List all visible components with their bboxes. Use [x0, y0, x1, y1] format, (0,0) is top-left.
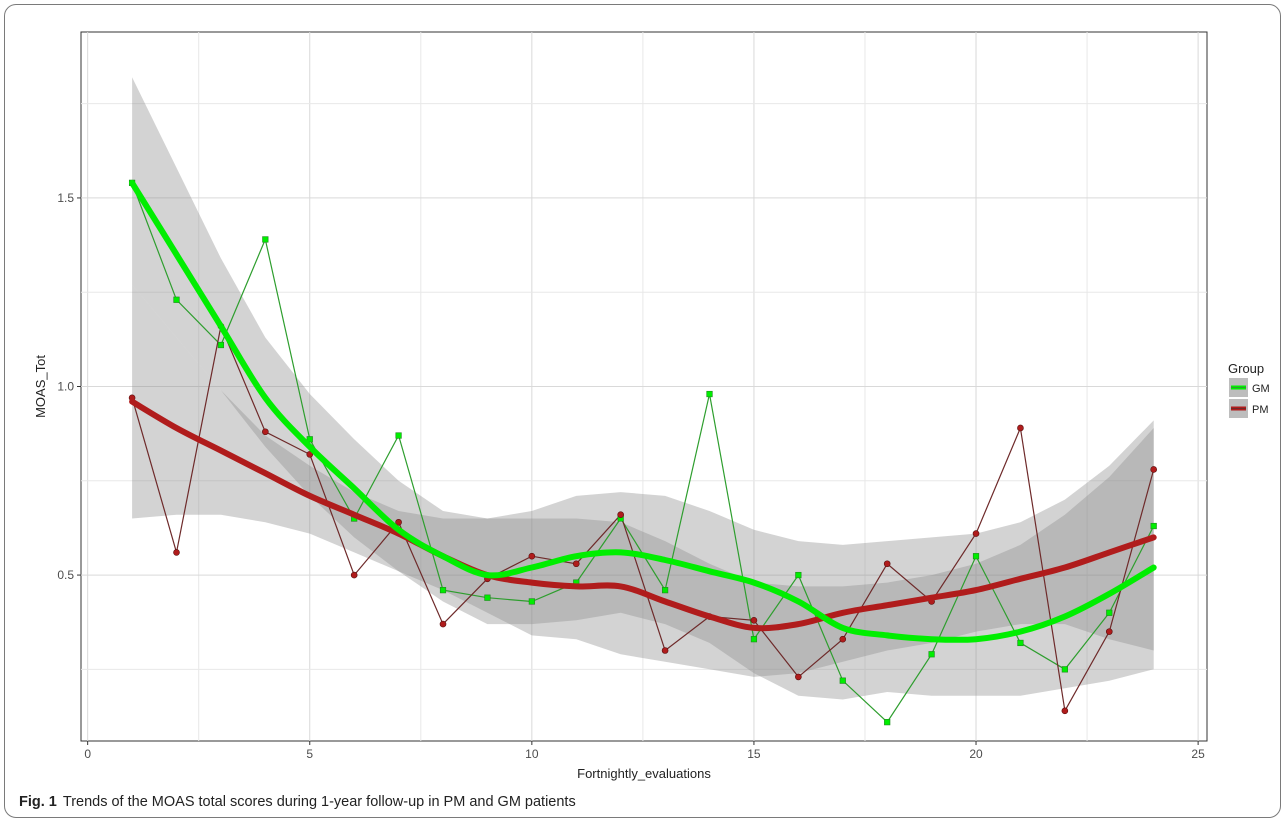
data-point-gm: [173, 296, 180, 303]
legend-label-gm: GM: [1252, 383, 1270, 395]
figure-frame: 0 5 10 15 20 25 0.5 1.0 1.5 Fortnightly_evaluatio…: [4, 4, 1281, 818]
data-point-gm: [795, 571, 802, 579]
y-axis-title: MOAS_Tot: [33, 355, 48, 418]
data-point-pm: [262, 428, 269, 436]
series-line-pm: [131, 324, 1155, 713]
x-tick-label: 20: [969, 747, 983, 761]
legend-label-pm: PM: [1252, 404, 1269, 416]
data-point-pm: [439, 620, 447, 628]
confidence-band-pm: [132, 284, 1154, 677]
data-point-gm: [262, 236, 269, 243]
chart: 0 5 10 15 20 25 0.5 1.0 1.5 Fortnightly_evaluatio…: [33, 31, 1270, 781]
x-tick-label: 5: [306, 747, 313, 761]
data-point-pm: [1105, 628, 1113, 635]
data-point-pm: [572, 560, 580, 568]
data-point-pm: [883, 560, 891, 568]
data-point-gm: [1017, 639, 1024, 647]
data-point-gm: [661, 587, 669, 594]
data-point-pm: [528, 552, 536, 560]
data-point-pm: [617, 511, 624, 519]
data-point-gm: [395, 432, 402, 439]
legend: Group GM PM: [1228, 361, 1270, 418]
data-point-gm: [928, 651, 935, 658]
data-point-gm: [1061, 666, 1068, 673]
data-point-pm: [972, 530, 980, 537]
data-point-gm: [706, 390, 713, 398]
data-point-pm: [795, 673, 802, 681]
data-point-gm: [972, 553, 980, 560]
y-tick-label: 1.0: [57, 380, 74, 394]
figure-caption: Fig. 1 Trends of the MOAS total scores du…: [19, 794, 576, 810]
data-point-pm: [661, 647, 669, 654]
confidence-band-gm: [132, 77, 1154, 700]
data-point-pm: [1150, 466, 1157, 473]
data-point-gm: [884, 719, 891, 726]
data-point-gm: [484, 594, 491, 601]
x-tick-label: 15: [747, 747, 761, 761]
y-tick-label: 1.5: [57, 191, 74, 205]
figure-label: Fig. 1: [19, 794, 57, 810]
data-point-gm: [1150, 522, 1157, 530]
legend-title: Group: [1228, 361, 1264, 376]
trend-curve-pm: [129, 398, 1157, 632]
data-point-gm: [839, 677, 846, 684]
data-point-gm: [439, 587, 447, 594]
data-point-gm: [306, 436, 313, 443]
x-tick-label: 25: [1191, 747, 1205, 761]
data-point-pm: [395, 518, 402, 526]
data-point-gm: [528, 598, 535, 605]
x-axis-title: Fortnightly_evaluations: [577, 766, 711, 781]
data-point-gm: [1106, 609, 1113, 616]
figure-caption-text: Trends of the MOAS total scores during 1…: [62, 794, 576, 810]
x-tick-label: 10: [525, 747, 539, 761]
data-point-pm: [1017, 424, 1024, 432]
y-tick-label: 0.5: [57, 568, 74, 582]
data-point-pm: [839, 635, 847, 643]
data-point-pm: [306, 451, 314, 458]
trend-curve-gm: [129, 179, 1157, 643]
data-point-gm: [750, 636, 758, 643]
data-point-pm: [750, 617, 758, 624]
data-point-pm: [350, 571, 358, 579]
data-point-pm: [173, 549, 180, 556]
data-point-pm: [1061, 707, 1069, 715]
data-point-gm: [217, 341, 225, 349]
x-tick-label: 0: [84, 747, 91, 761]
